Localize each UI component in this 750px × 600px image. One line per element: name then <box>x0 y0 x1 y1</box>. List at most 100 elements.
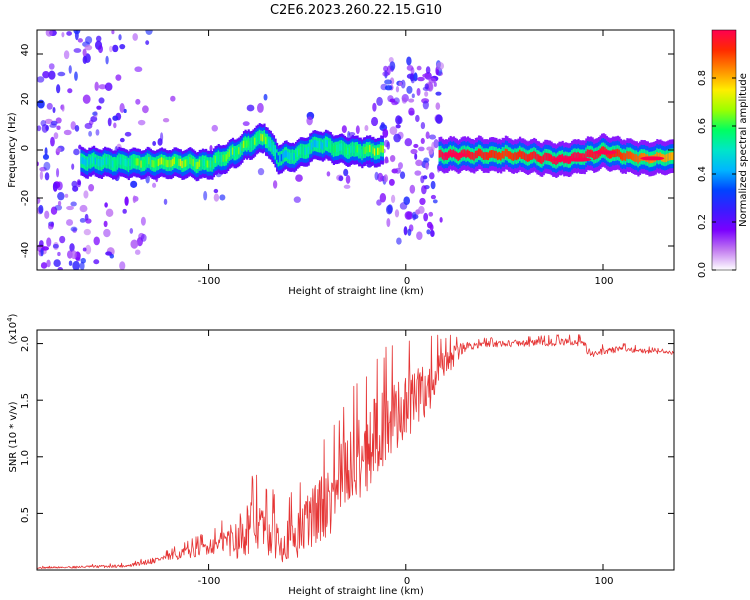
spectrogram-ridge-cell <box>323 141 326 149</box>
top-y-axis-label: Frequency (Hz) <box>7 112 18 188</box>
spectrogram-ridge-cell <box>189 156 192 165</box>
spectrogram-ridge-cell <box>608 151 612 159</box>
spectrogram-speckle <box>293 196 301 203</box>
spectrogram-speckle <box>396 237 402 245</box>
top-y-tick-label: -20 <box>20 190 31 206</box>
spectrogram-speckle <box>395 124 401 129</box>
spectrogram-ridge-cell <box>132 157 135 165</box>
spectrogram-panel: -100 0 100 -40 -20 0 20 40 Height of str… <box>7 29 675 297</box>
spectrogram-ridge-cell <box>328 141 331 149</box>
spectrogram-speckle <box>82 94 91 104</box>
spectrogram-speckle <box>401 97 407 104</box>
spectrogram-speckle <box>56 84 61 94</box>
spectrogram-speckle <box>77 38 83 43</box>
spectrogram-ridge-cell <box>640 152 643 161</box>
spectrogram-ridge-cell <box>334 144 337 153</box>
spectrogram-ridge-cell <box>186 159 189 167</box>
spectrogram-ridge-cell <box>466 149 470 158</box>
spectrogram-speckle <box>418 146 425 152</box>
spectrogram-speckle <box>57 191 65 201</box>
spectrogram-speckle <box>42 153 50 160</box>
spectrogram-ridge-cell <box>659 152 662 161</box>
spectrogram-ridge-cell <box>623 152 626 161</box>
top-y-tick-label: -40 <box>20 242 31 258</box>
spectrogram-speckle <box>42 70 50 79</box>
spectrogram-speckle <box>397 116 403 125</box>
spectrogram-ridge-cell <box>337 144 340 152</box>
chart-title: C2E6.2023.260.22.15.G10 <box>270 3 442 18</box>
spectrogram-ridge-cell <box>664 154 667 163</box>
spectrogram-speckle <box>66 219 74 226</box>
spectrogram-speckle <box>435 114 443 124</box>
spectrogram-ridge-cell <box>378 147 381 155</box>
spectrogram-speckle <box>420 175 425 184</box>
spectrogram-ridge-cell <box>149 158 153 166</box>
spectrogram-speckle <box>152 182 157 188</box>
spectrogram-speckle <box>376 199 382 206</box>
spectrogram-speckle <box>107 117 112 127</box>
top-x-tick-label: -100 <box>198 276 221 287</box>
spectrogram-ridge-cell <box>220 155 224 163</box>
spectrogram-ridge-cell <box>266 137 269 145</box>
spectrogram-ridge-cell <box>462 149 465 158</box>
spectrogram-ridge-cell <box>236 148 239 156</box>
spectrogram-ridge-cell <box>482 152 485 160</box>
spectrogram-ridge-cell <box>162 158 165 166</box>
spectrogram-speckle <box>95 35 102 42</box>
spectrogram-ridge-cell <box>227 152 230 160</box>
spectrogram-speckle <box>428 134 437 140</box>
spectrogram-ridge-cell <box>167 160 170 168</box>
snr-frame <box>36 329 675 571</box>
spectrogram-speckle <box>61 104 65 112</box>
spectrogram-ridge-cell <box>211 160 214 168</box>
spectrogram-speckle <box>69 243 75 252</box>
spectrogram-speckle <box>41 246 50 251</box>
spectrogram-ridge-cell <box>228 149 231 157</box>
spectrogram-speckle <box>98 97 105 104</box>
spectrogram-speckle <box>56 181 63 191</box>
spectrogram-speckle <box>389 98 396 103</box>
spectrogram-ridge-cell <box>530 152 533 161</box>
spectrogram-ridge-cell <box>238 147 241 155</box>
spectrogram-speckle <box>435 91 442 96</box>
spectrogram-speckle <box>433 82 437 87</box>
spectrogram-speckle <box>70 226 78 232</box>
spectrogram-speckle <box>398 162 403 170</box>
spectrogram-ridge-cell <box>160 157 164 165</box>
spectrogram-ridge-cell <box>276 152 279 160</box>
spectrogram-speckle <box>211 124 218 132</box>
spectrogram-speckle <box>119 137 125 143</box>
spectrogram-speckle <box>157 138 163 146</box>
spectrogram-ridge-cell <box>257 134 260 142</box>
spectrogram-ridge-cell <box>619 151 623 160</box>
spectrogram-speckle <box>388 178 395 186</box>
spectrogram-speckle <box>428 172 435 180</box>
spectrogram-ridge-cell <box>151 159 154 168</box>
spectrogram-ridge-cell <box>242 140 246 149</box>
colorbar-label: Normalized spectral amplitude <box>738 73 749 227</box>
spectrogram-ridge-cell <box>354 145 358 153</box>
spectrogram-ridge-cell <box>116 158 119 166</box>
spectrogram-ridge-cell <box>222 154 225 162</box>
spectrogram-ridge-cell <box>130 158 134 166</box>
spectrogram-ridge-cell <box>474 150 478 159</box>
spectrogram-ridge-cell <box>305 147 309 155</box>
spectrogram-ridge-cell <box>593 152 596 160</box>
spectrogram-speckle <box>130 239 139 249</box>
spectrogram-speckle <box>132 33 138 41</box>
spectrogram-ridge-cell <box>110 158 113 167</box>
spectrogram-speckle <box>119 261 126 270</box>
spectrogram-ridge-cell <box>246 140 249 148</box>
spectrogram-ridge-cell <box>517 151 520 160</box>
spectrogram-speckle <box>295 174 303 182</box>
spectrogram-ridge-cell <box>438 150 441 158</box>
spectrogram-ridge-cell <box>192 159 195 167</box>
spectrogram-ridge-cell <box>477 148 481 157</box>
spectrogram-speckle <box>374 171 379 181</box>
spectrogram-ridge-cell <box>277 155 280 163</box>
spectrogram-speckle <box>70 250 77 260</box>
spectrogram-speckle <box>88 183 95 192</box>
spectrogram-ridge-cell <box>290 152 293 161</box>
spectrogram-speckle <box>50 136 55 147</box>
spectrogram-speckle <box>95 129 100 136</box>
